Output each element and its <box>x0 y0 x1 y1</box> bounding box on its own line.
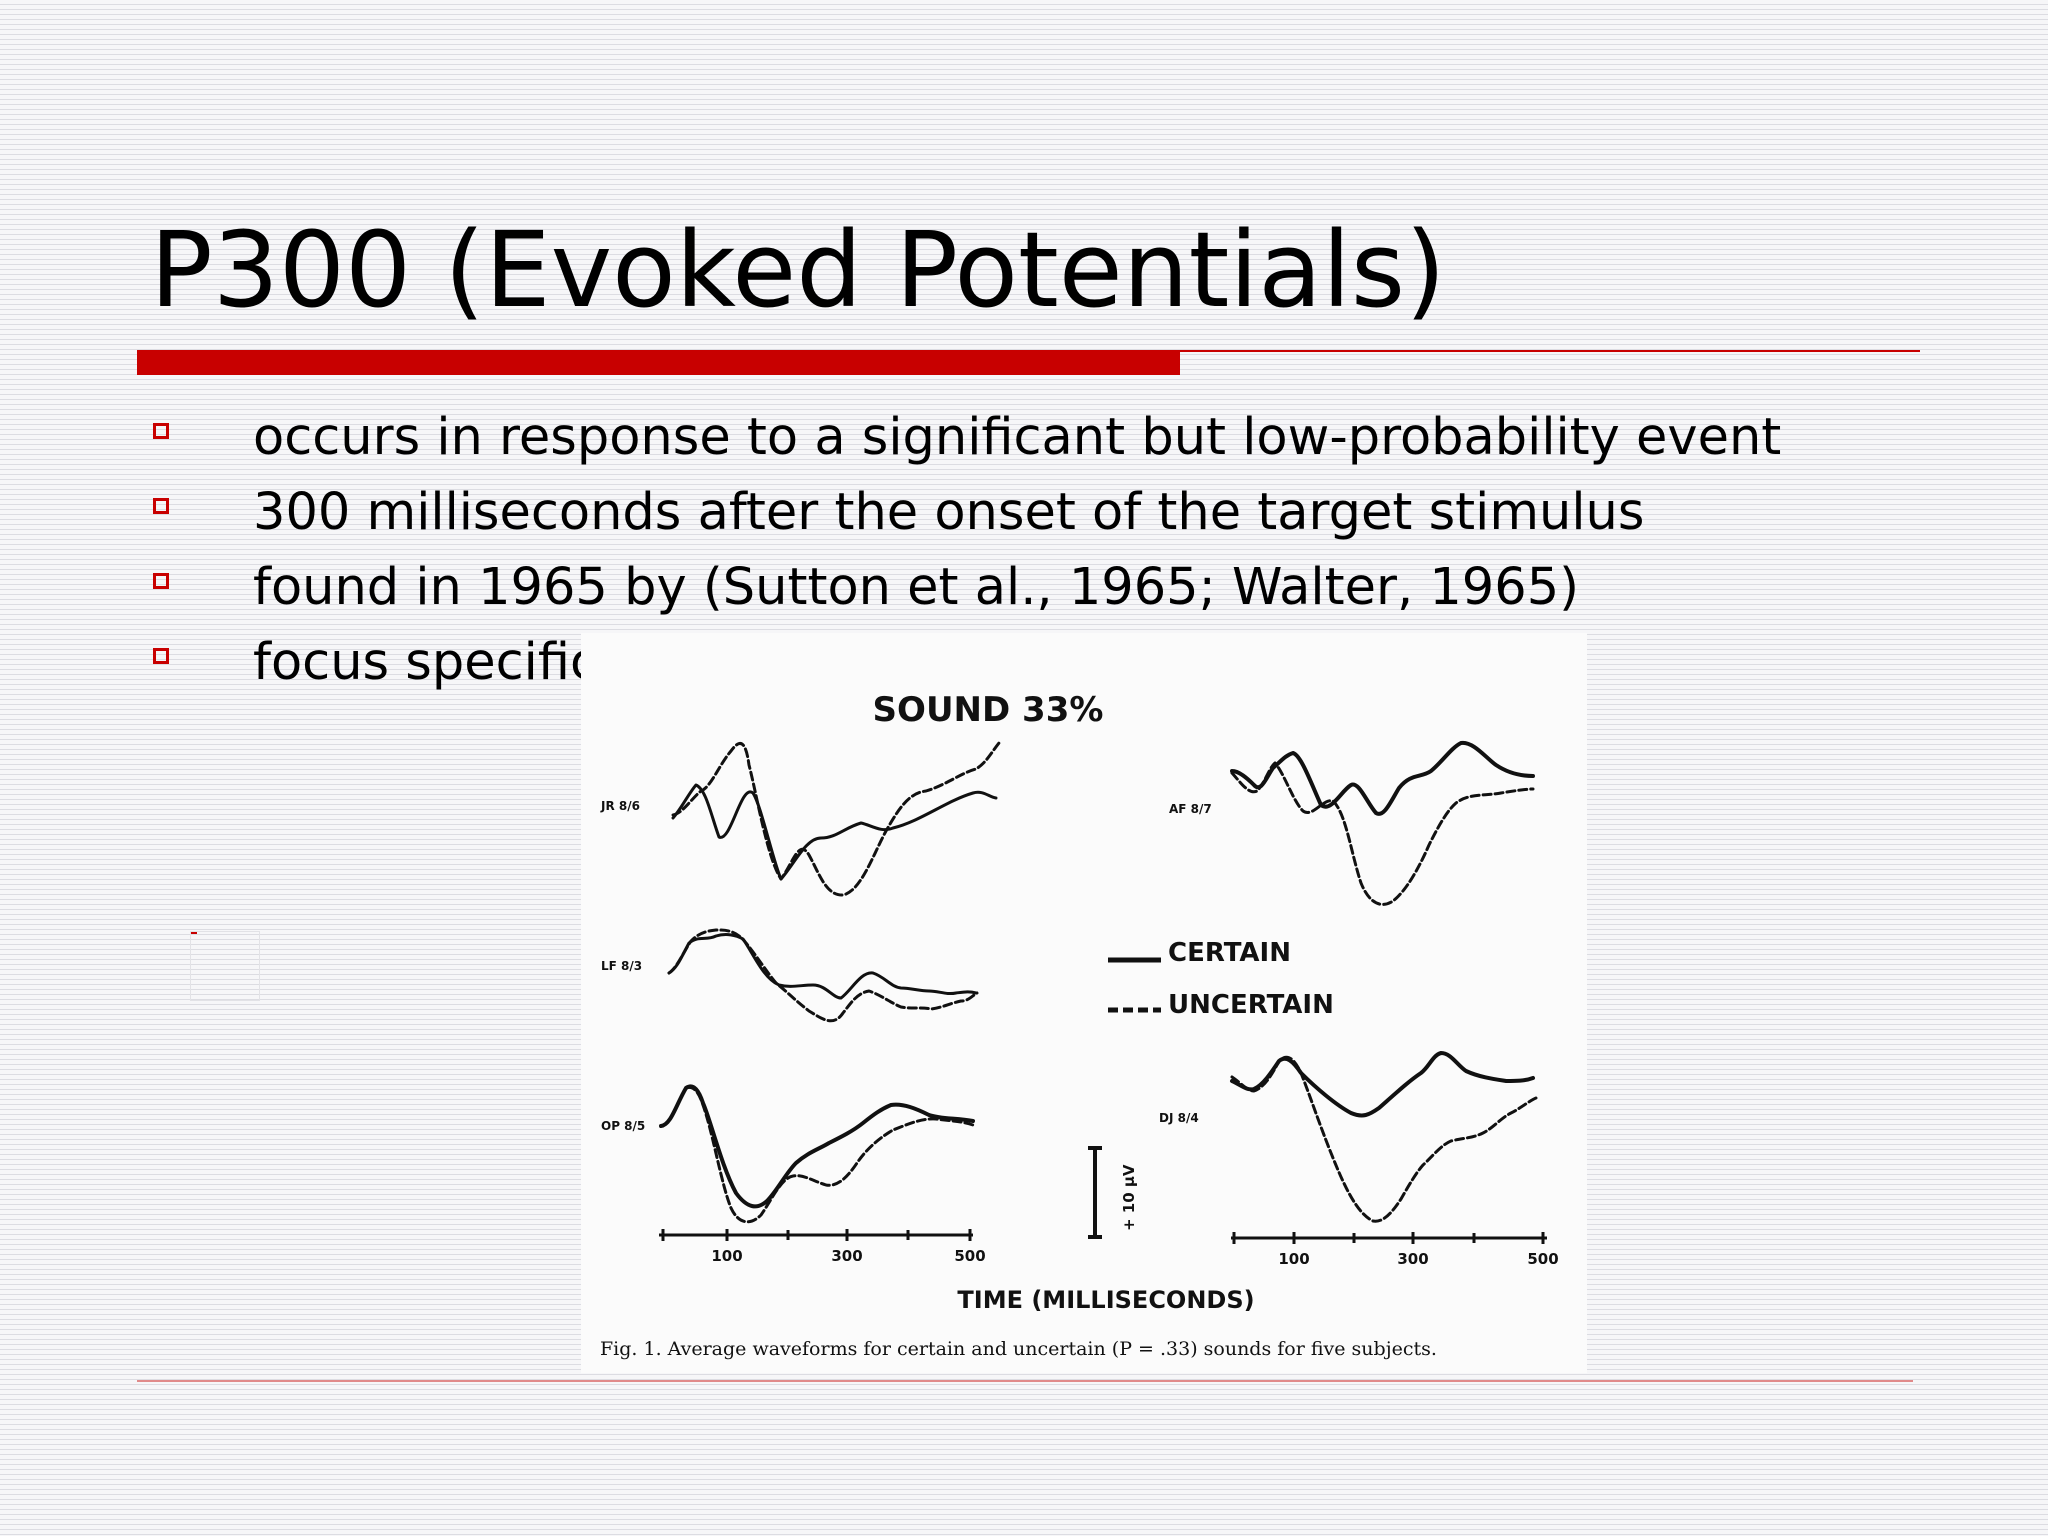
placeholder-box <box>190 931 260 1001</box>
legend-uncertain-label: UNCERTAIN <box>1168 990 1334 1020</box>
time-axis-right <box>1231 1232 1547 1244</box>
tick-label: 100 <box>711 1247 742 1265</box>
subject-label-op: OP 8/5 <box>601 1119 645 1133</box>
bullet-text: found in 1965 by (Sutton et al., 1965; W… <box>253 558 1580 617</box>
waveform-figure-svg: SOUND 33% JR 8/6 AF 8/7 LF 8/3 OP 8/5 DJ… <box>600 690 1559 1360</box>
hollow-square-icon <box>153 573 169 589</box>
tick-label: 500 <box>954 1247 985 1265</box>
figure-caption: Fig. 1. Average waveforms for certain an… <box>600 1338 1437 1360</box>
waveform-dj-uncertain <box>1230 1055 1538 1223</box>
bullet-text: 300 milliseconds after the onset of the … <box>253 483 1645 542</box>
tick-label: 500 <box>1527 1250 1558 1268</box>
title-underline-thick <box>137 350 1180 375</box>
p300-waveform-figure: SOUND 33% JR 8/6 AF 8/7 LF 8/3 OP 8/5 DJ… <box>581 633 1587 1373</box>
tick-label: 300 <box>831 1247 862 1265</box>
time-axis-label: TIME (MILLISECONDS) <box>957 1286 1254 1314</box>
hollow-square-icon <box>153 648 169 664</box>
scale-bar-label: + 10 μV <box>1120 1164 1138 1231</box>
footer-rule <box>137 1380 1913 1382</box>
legend-lines <box>1108 957 1161 1013</box>
subject-label-lf: LF 8/3 <box>601 959 642 973</box>
bullet-text: occurs in response to a significant but … <box>253 408 1782 467</box>
subject-label-dj: DJ 8/4 <box>1159 1111 1199 1125</box>
hollow-square-icon <box>153 498 169 514</box>
slide-title: P300 (Evoked Potentials) <box>150 209 1446 331</box>
title-underline-thin <box>1180 350 1920 352</box>
bullet-text: focus specific <box>253 633 598 692</box>
box-mark <box>191 932 197 934</box>
waveform-af-certain <box>1230 740 1535 816</box>
subject-label-jr: JR 8/6 <box>600 799 640 813</box>
time-axis-left <box>659 1229 973 1241</box>
scale-bar <box>1088 1146 1102 1239</box>
waveform-jr-certain <box>671 783 998 881</box>
tick-label: 100 <box>1278 1250 1309 1268</box>
subject-label-af: AF 8/7 <box>1169 802 1212 816</box>
tick-label: 300 <box>1397 1250 1428 1268</box>
hollow-square-icon <box>153 423 169 439</box>
legend-certain-label: CERTAIN <box>1168 938 1291 968</box>
waveforms <box>659 740 1538 1224</box>
waveform-op-certain <box>659 1084 975 1209</box>
waveform-op-uncertain <box>659 1085 975 1224</box>
waveform-af-uncertain <box>1230 761 1535 906</box>
waveform-lf-uncertain <box>667 928 979 1023</box>
figure-title: SOUND 33% <box>873 690 1104 730</box>
waveform-jr-uncertain <box>671 741 1001 897</box>
waveform-lf-certain <box>667 933 978 1000</box>
